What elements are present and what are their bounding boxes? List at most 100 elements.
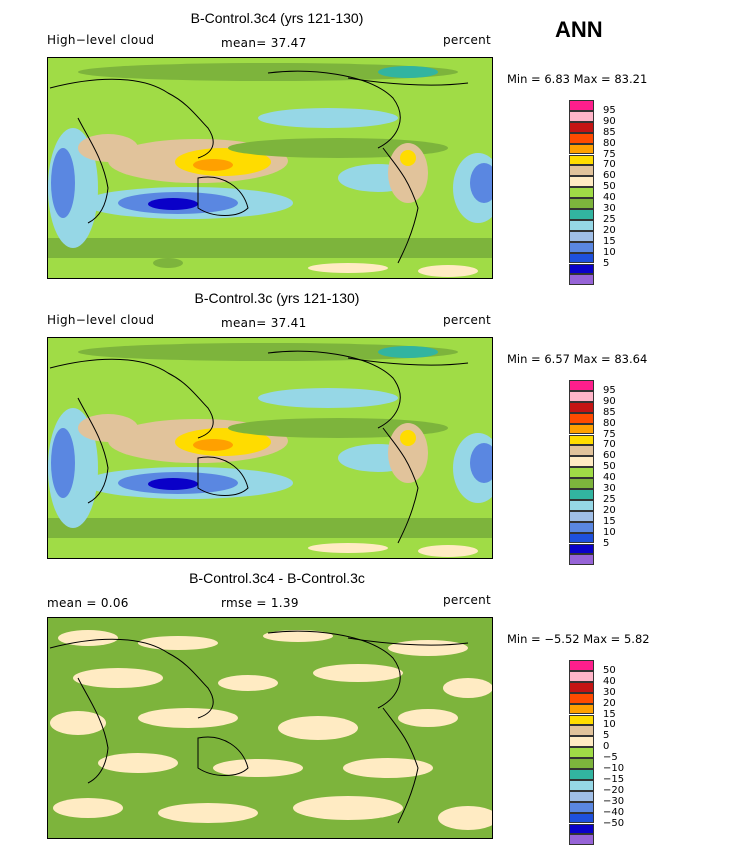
colorbar-swatch (569, 187, 594, 199)
colorbar-swatch (569, 100, 594, 111)
colorbar-swatch (569, 692, 594, 704)
colorbar-swatch (569, 670, 594, 682)
colorbar-level-label: 25 (603, 213, 616, 225)
panel-1-map-svg (48, 58, 492, 278)
colorbar-level-label: 75 (603, 428, 616, 440)
colorbar-swatch (569, 681, 594, 693)
panel-3-units-label: percent (443, 593, 492, 607)
colorbar-swatch (569, 543, 594, 555)
panel-3-mean-label: mean = 0.06 (47, 596, 129, 610)
colorbar-level-label: 10 (603, 246, 616, 258)
colorbar-swatch (569, 812, 594, 824)
colorbar-level-label: 85 (603, 126, 616, 138)
colorbar-swatch (569, 521, 594, 533)
colorbar-swatch (569, 143, 594, 155)
colorbar-swatch (569, 834, 594, 845)
colorbar-swatch (569, 434, 594, 446)
colorbar-level-label: 15 (603, 235, 616, 247)
colorbar-level-label: 10 (603, 719, 616, 731)
colorbar-level-label: 25 (603, 493, 616, 505)
colorbar-swatch (569, 380, 594, 391)
panel-3-map (47, 617, 493, 839)
colorbar-swatch (569, 779, 594, 791)
panel-1-title: B-Control.3c4 (yrs 121-130) (190, 10, 364, 26)
colorbar-swatch (569, 467, 594, 479)
colorbar-level-label: 70 (603, 159, 616, 171)
colorbar-level-label: 40 (603, 675, 616, 687)
colorbar-swatch (569, 660, 594, 671)
colorbar-swatch (569, 263, 594, 275)
colorbar-swatch (569, 445, 594, 457)
colorbar-level-label: 50 (603, 181, 616, 193)
colorbar-level-label: −15 (603, 773, 625, 785)
colorbar-level-label: 50 (603, 461, 616, 473)
panel-3-title: B-Control.3c4 - B-Control.3c (189, 570, 365, 586)
colorbar-swatch (569, 198, 594, 209)
colorbar-swatch (569, 390, 594, 402)
colorbar-swatch (569, 252, 594, 264)
colorbar-level-label: −10 (603, 763, 625, 774)
colorbar-level-label: 90 (603, 115, 616, 127)
colorbar-swatch (569, 401, 594, 413)
colorbar-swatch (569, 121, 594, 133)
colorbar-level-label: 80 (603, 137, 616, 149)
colorbar-swatch (569, 489, 594, 500)
colorbar-swatch (569, 423, 594, 435)
colorbar-swatch (569, 154, 594, 166)
colorbar-level-label: 40 (603, 472, 616, 484)
colorbar-level-label: 50 (603, 664, 616, 676)
colorbar-swatch (569, 241, 594, 253)
colorbar-level-label: 30 (603, 686, 616, 698)
panel-2-units-label: percent (443, 313, 492, 327)
colorbar-swatch (569, 510, 594, 522)
colorbar-level-label: 75 (603, 148, 616, 160)
colorbar-swatch (569, 554, 594, 566)
colorbar-swatch (569, 747, 594, 759)
colorbar-level-label: 15 (603, 515, 616, 527)
colorbar-level-label: 70 (603, 439, 616, 451)
panel-2-mean-label: mean= 37.41 (221, 316, 307, 330)
colorbar-swatch (569, 412, 594, 424)
colorbar-level-label: 20 (603, 697, 616, 709)
colorbar-swatch (569, 165, 594, 177)
colorbar-level-label: −30 (603, 795, 625, 807)
colorbar-swatch (569, 176, 594, 188)
colorbar-level-label: 30 (603, 203, 616, 214)
panel-1-units-label: percent (443, 33, 492, 47)
colorbar-level-label: −50 (603, 817, 625, 829)
panel-1-minmax: Min = 6.83 Max = 83.21 (507, 72, 648, 86)
colorbar-level-label: 60 (603, 170, 616, 182)
panel-2-variable-label: High−level cloud (47, 313, 155, 327)
colorbar-level-label: −40 (603, 806, 625, 818)
colorbar-level-label: 20 (603, 504, 616, 516)
colorbar-swatch (569, 132, 594, 144)
panel-3-minmax: Min = −5.52 Max = 5.82 (507, 632, 650, 646)
colorbar-swatch (569, 110, 594, 122)
colorbar-level-label: 40 (603, 192, 616, 204)
colorbar-level-label: 30 (603, 483, 616, 494)
panel-2-minmax: Min = 6.57 Max = 83.64 (507, 352, 648, 366)
colorbar-level-label: 80 (603, 417, 616, 429)
colorbar-swatch (569, 758, 594, 769)
colorbar-level-label: 5 (603, 257, 610, 269)
colorbar-level-label: 0 (603, 741, 610, 753)
colorbar-swatch (569, 703, 594, 715)
colorbar-level-label: −20 (603, 784, 625, 796)
colorbar-level-label: 95 (603, 384, 616, 396)
colorbar-swatch (569, 736, 594, 748)
panel-3-rmse-label: rmse = 1.39 (221, 596, 299, 610)
colorbar-swatch (569, 790, 594, 802)
colorbar-level-label: 60 (603, 450, 616, 462)
panel-1-map (47, 57, 493, 279)
colorbar-swatch (569, 499, 594, 511)
colorbar-swatch (569, 725, 594, 737)
colorbar-level-label: 5 (603, 730, 610, 742)
colorbar-swatch (569, 230, 594, 242)
colorbar-swatch (569, 823, 594, 835)
colorbar-level-label: 15 (603, 708, 616, 720)
colorbar-level-label: 85 (603, 406, 616, 418)
season-label: ANN (555, 17, 603, 42)
colorbar-swatch (569, 801, 594, 813)
colorbar-swatch (569, 532, 594, 544)
colorbar-swatch (569, 478, 594, 489)
